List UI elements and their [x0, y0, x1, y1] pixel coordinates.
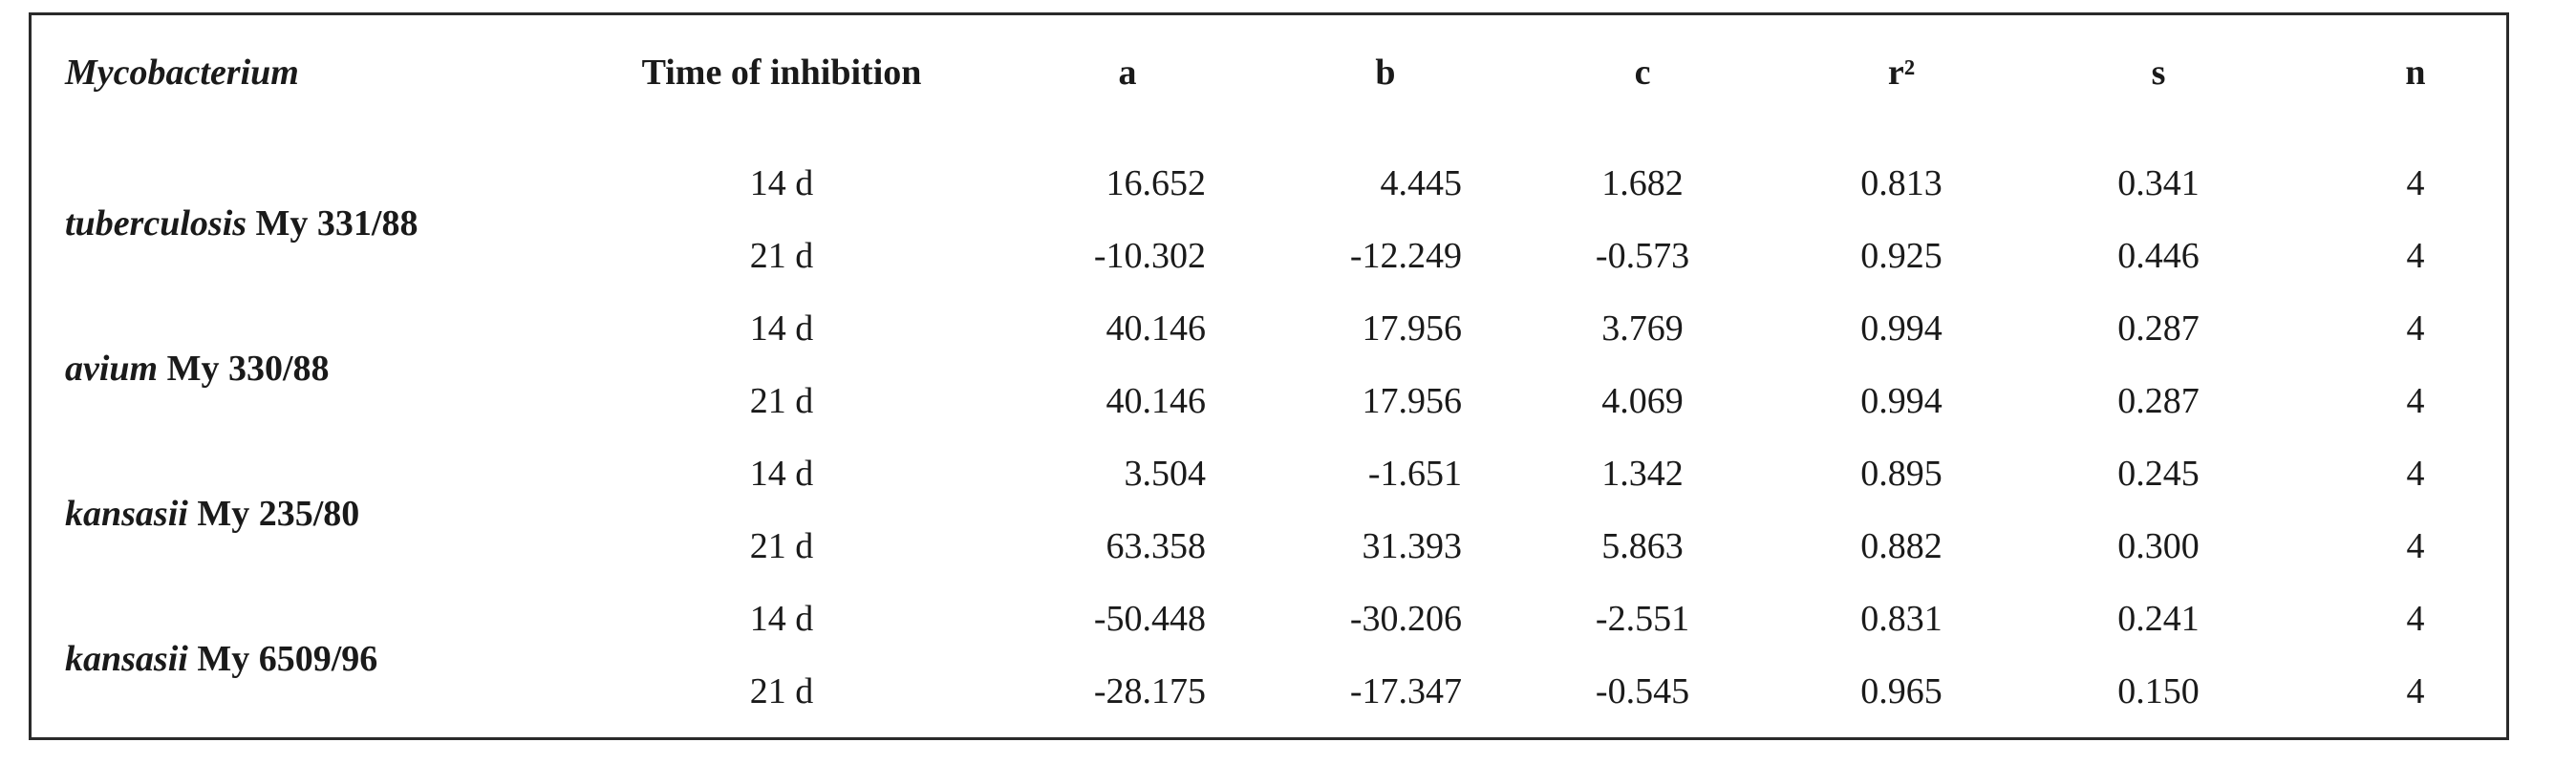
- header-r2: r²: [1887, 53, 1916, 93]
- a-cell: -50.448: [1093, 599, 1206, 639]
- c-cell: 4.069: [1601, 381, 1684, 421]
- b-cell: 17.956: [1362, 308, 1463, 349]
- time-cell: 14 d: [749, 454, 814, 494]
- c-cell: 5.863: [1601, 526, 1684, 566]
- header-n: n: [2405, 53, 2426, 93]
- header-a: a: [1118, 53, 1137, 93]
- r2-cell: 0.895: [1860, 454, 1943, 494]
- c-cell: -2.551: [1595, 599, 1690, 639]
- n-cell: 4: [2406, 599, 2425, 639]
- strain-name: My 330/88: [158, 349, 330, 389]
- n-cell: 4: [2406, 671, 2425, 711]
- b-cell: -12.249: [1349, 236, 1462, 276]
- table-frame: [29, 12, 2509, 740]
- c-cell: 1.342: [1601, 454, 1684, 494]
- s-cell: 0.241: [2117, 599, 2200, 639]
- c-cell: -0.573: [1595, 236, 1690, 276]
- r2-cell: 0.831: [1860, 599, 1943, 639]
- b-cell: -1.651: [1367, 454, 1462, 494]
- organism-label: avium My 330/88: [65, 348, 330, 390]
- s-cell: 0.150: [2117, 671, 2200, 711]
- r2-cell: 0.994: [1860, 381, 1943, 421]
- n-cell: 4: [2406, 236, 2425, 276]
- s-cell: 0.446: [2117, 236, 2200, 276]
- time-cell: 21 d: [749, 381, 814, 421]
- n-cell: 4: [2406, 454, 2425, 494]
- a-cell: -28.175: [1093, 671, 1206, 711]
- a-cell: 40.146: [1106, 381, 1207, 421]
- time-cell: 21 d: [749, 526, 814, 566]
- c-cell: -0.545: [1595, 671, 1690, 711]
- b-cell: -30.206: [1349, 599, 1462, 639]
- s-cell: 0.341: [2117, 163, 2200, 203]
- a-cell: 40.146: [1106, 308, 1207, 349]
- organism-label: kansasii My 235/80: [65, 493, 359, 535]
- b-cell: 17.956: [1362, 381, 1463, 421]
- strain-name: My 331/88: [247, 203, 419, 244]
- header-s: s: [2151, 53, 2166, 93]
- r2-cell: 0.813: [1860, 163, 1943, 203]
- n-cell: 4: [2406, 163, 2425, 203]
- header-time: Time of inhibition: [641, 53, 922, 93]
- n-cell: 4: [2406, 526, 2425, 566]
- strain-name: My 235/80: [187, 494, 360, 534]
- header-organism: Mycobacterium: [65, 53, 299, 93]
- b-cell: 4.445: [1380, 163, 1463, 203]
- r2-cell: 0.925: [1860, 236, 1943, 276]
- species-name: kansasii: [65, 639, 188, 679]
- n-cell: 4: [2406, 381, 2425, 421]
- time-cell: 14 d: [749, 599, 814, 639]
- a-cell: -10.302: [1093, 236, 1206, 276]
- header-c: c: [1634, 53, 1651, 93]
- s-cell: 0.300: [2117, 526, 2200, 566]
- strain-name: My 6509/96: [187, 639, 378, 679]
- c-cell: 1.682: [1601, 163, 1684, 203]
- b-cell: -17.347: [1349, 671, 1462, 711]
- time-cell: 21 d: [749, 236, 814, 276]
- a-cell: 63.358: [1106, 526, 1207, 566]
- species-name: kansasii: [65, 494, 188, 534]
- species-name: avium: [65, 349, 159, 389]
- a-cell: 16.652: [1106, 163, 1207, 203]
- s-cell: 0.287: [2117, 381, 2200, 421]
- header-b: b: [1375, 53, 1396, 93]
- r2-cell: 0.965: [1860, 671, 1943, 711]
- n-cell: 4: [2406, 308, 2425, 349]
- time-cell: 14 d: [749, 163, 814, 203]
- time-cell: 14 d: [749, 308, 814, 349]
- time-cell: 21 d: [749, 671, 814, 711]
- s-cell: 0.287: [2117, 308, 2200, 349]
- organism-label: tuberculosis My 331/88: [65, 202, 418, 244]
- c-cell: 3.769: [1601, 308, 1684, 349]
- s-cell: 0.245: [2117, 454, 2200, 494]
- a-cell: 3.504: [1124, 454, 1207, 494]
- r2-cell: 0.994: [1860, 308, 1943, 349]
- species-name: tuberculosis: [65, 203, 247, 244]
- r2-cell: 0.882: [1860, 526, 1943, 566]
- b-cell: 31.393: [1362, 526, 1463, 566]
- organism-label: kansasii My 6509/96: [65, 638, 377, 680]
